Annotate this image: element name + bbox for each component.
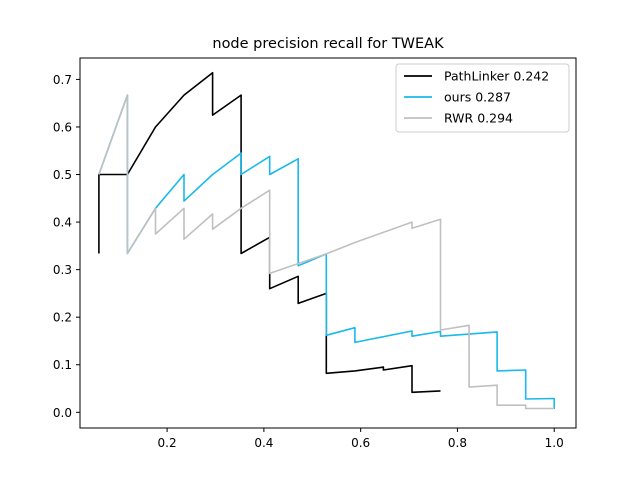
y-tick-label: 0.0 [53, 406, 72, 420]
y-tick-label: 0.1 [53, 358, 72, 372]
x-tick-label: 0.2 [158, 436, 177, 450]
series-lines [98, 71, 556, 410]
x-tick-label: 0.4 [254, 436, 273, 450]
legend-box [395, 63, 570, 133]
x-axis: 0.2 0.4 0.6 0.8 1.0 [158, 428, 564, 450]
y-tick-label: 0.4 [53, 216, 72, 230]
y-tick-label: 0.5 [53, 168, 72, 182]
plot-area-frame [79, 57, 577, 429]
x-tick-label: 1.0 [545, 436, 564, 450]
series-line-3 [98, 94, 555, 410]
series-line-1 [98, 71, 441, 394]
y-tick-label: 0.6 [53, 120, 72, 134]
y-tick-label: 0.3 [53, 263, 72, 277]
y-tick-label: 0.2 [53, 311, 72, 325]
y-axis: 0.0 0.1 0.2 0.3 0.4 0.5 0.6 0.7 [53, 73, 80, 420]
legend-label: ours 0.287 [444, 90, 511, 105]
legend: PathLinker 0.242 ours 0.287 RWR 0.294 [395, 63, 570, 133]
x-tick-label: 0.6 [351, 436, 370, 450]
y-tick-label: 0.7 [53, 73, 72, 87]
x-tick-label: 0.8 [448, 436, 467, 450]
legend-label: PathLinker 0.242 [444, 69, 549, 84]
legend-label: RWR 0.294 [444, 111, 513, 126]
chart-title: node precision recall for TWEAK [212, 36, 444, 52]
